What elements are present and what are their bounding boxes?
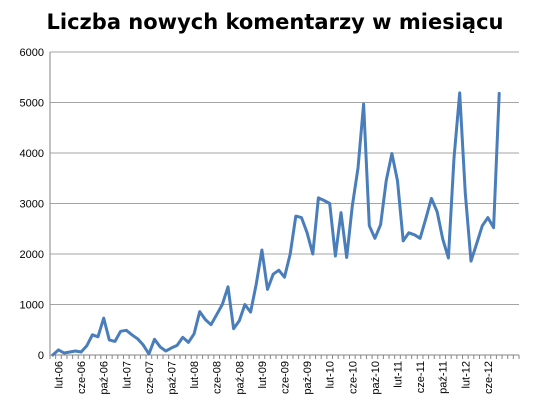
y-tick-label: 1000 bbox=[20, 300, 44, 312]
x-tick-label: paź-08 bbox=[234, 361, 246, 395]
y-tick-label: 6000 bbox=[20, 47, 44, 59]
x-tick-label: paź-11 bbox=[438, 361, 450, 394]
y-tick-label: 4000 bbox=[20, 148, 44, 160]
x-tick-label: lut-07 bbox=[121, 361, 133, 389]
x-tick-label: lut-08 bbox=[189, 361, 201, 389]
x-tick-label: cze-08 bbox=[212, 361, 224, 394]
chart-title: Liczba nowych komentarzy w miesiącu bbox=[46, 10, 504, 34]
x-tick-label: cze-10 bbox=[347, 361, 359, 394]
x-tick-label: cze-11 bbox=[415, 361, 427, 393]
x-tick-label: paź-06 bbox=[99, 361, 111, 395]
y-tick-label: 2000 bbox=[20, 249, 44, 261]
y-tick-label: 3000 bbox=[20, 199, 44, 211]
x-tick-label: cze-07 bbox=[144, 361, 156, 394]
series-line bbox=[51, 91, 501, 357]
x-tick-label: lut-10 bbox=[325, 361, 337, 389]
x-tick-label: lut-06 bbox=[53, 361, 65, 389]
x-tick-label: lut-09 bbox=[257, 361, 269, 389]
x-tick-label: lut-11 bbox=[393, 361, 405, 388]
x-tick-label: paź-09 bbox=[302, 361, 314, 395]
y-tick-label: 0 bbox=[38, 350, 44, 362]
x-tick-label: cze-12 bbox=[483, 361, 495, 394]
y-tick-label: 5000 bbox=[20, 98, 44, 110]
x-tick-label: paź-07 bbox=[166, 361, 178, 395]
x-tick-label: paź-10 bbox=[370, 361, 382, 395]
x-tick-label: lut-12 bbox=[460, 361, 472, 389]
x-tick-label: cze-09 bbox=[280, 361, 292, 394]
x-tick-label: cze-06 bbox=[76, 361, 88, 394]
